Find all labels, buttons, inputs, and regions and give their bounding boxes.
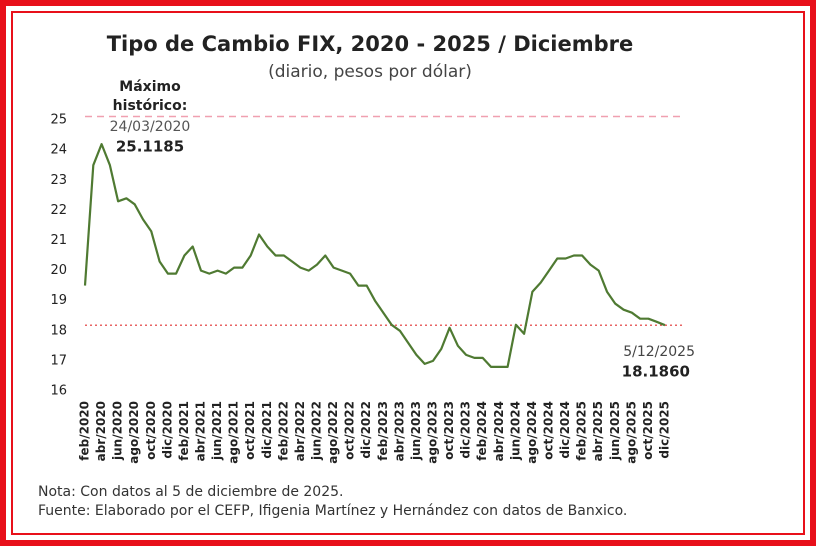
- x-tick-label: ago/2025: [624, 401, 638, 464]
- x-tick-label: feb/2024: [475, 401, 489, 461]
- frame-inner: [11, 11, 805, 535]
- x-tick-label: abr/2020: [94, 401, 108, 461]
- x-tick-label: feb/2020: [78, 401, 92, 461]
- y-tick-label: 20: [50, 263, 67, 278]
- x-tick-label: dic/2021: [260, 401, 274, 459]
- last-annotation-date: 5/12/2025: [623, 344, 695, 360]
- x-tick-label: oct/2025: [641, 401, 655, 460]
- note: Nota: Con datos al 5 de diciembre de 202…: [38, 484, 343, 500]
- x-tick-label: jun/2025: [608, 401, 622, 461]
- y-tick-label: 24: [50, 143, 67, 158]
- x-tick-label: ago/2023: [426, 401, 440, 464]
- x-tick-label: abr/2022: [293, 401, 307, 461]
- y-tick-label: 23: [50, 173, 67, 188]
- y-tick-label: 18: [50, 323, 67, 338]
- max-annotation-label: Máximo: [119, 79, 181, 95]
- chart-subtitle: (diario, pesos por dólar): [268, 62, 472, 82]
- x-tick-label: jun/2020: [111, 401, 125, 461]
- x-tick-label: ago/2024: [525, 401, 539, 464]
- max-annotation-value: 25.1185: [116, 138, 184, 156]
- x-tick-label: abr/2021: [194, 401, 208, 461]
- x-tick-label: oct/2024: [542, 401, 556, 460]
- x-tick-label: dic/2025: [658, 401, 672, 459]
- x-tick-label: oct/2020: [144, 401, 158, 460]
- series-line: [83, 143, 666, 368]
- x-tick-label: feb/2023: [376, 401, 390, 461]
- x-tick-label: dic/2024: [558, 401, 572, 459]
- y-tick-label: 25: [50, 113, 67, 128]
- y-tick-label: 21: [50, 233, 67, 248]
- x-tick-label: oct/2021: [243, 401, 257, 460]
- y-tick-label: 22: [50, 203, 67, 218]
- x-tick-label: dic/2023: [459, 401, 473, 459]
- chart-title: Tipo de Cambio FIX, 2020 - 2025 / Diciem…: [107, 32, 634, 56]
- y-tick-label: 19: [50, 293, 67, 308]
- x-tick-label: feb/2022: [276, 401, 290, 461]
- x-tick-label: dic/2022: [359, 401, 373, 459]
- x-tick-label: jun/2022: [310, 401, 324, 461]
- x-tick-label: jun/2021: [210, 401, 224, 461]
- x-tick-label: ago/2020: [127, 401, 141, 464]
- x-tick-label: jun/2024: [508, 401, 522, 461]
- max-annotation-label: histórico:: [113, 98, 188, 114]
- x-tick-label: oct/2022: [343, 401, 357, 460]
- x-tick-label: ago/2022: [326, 401, 340, 464]
- x-tick-label: abr/2025: [591, 401, 605, 461]
- max-annotation-date: 24/03/2020: [110, 119, 191, 135]
- last-annotation-value: 18.1860: [622, 363, 690, 381]
- x-tick-label: jun/2023: [409, 401, 423, 461]
- x-tick-label: oct/2023: [442, 401, 456, 460]
- x-tick-label: feb/2025: [575, 401, 589, 461]
- source: Fuente: Elaborado por el CEFP, Ifigenia …: [38, 503, 627, 519]
- x-tick-label: feb/2021: [177, 401, 191, 461]
- x-tick-label: abr/2024: [492, 401, 506, 461]
- x-tick-label: dic/2020: [160, 401, 174, 459]
- y-tick-label: 16: [50, 384, 67, 399]
- x-tick-label: ago/2021: [227, 401, 241, 464]
- y-tick-label: 17: [50, 353, 67, 368]
- x-tick-label: abr/2023: [392, 401, 406, 461]
